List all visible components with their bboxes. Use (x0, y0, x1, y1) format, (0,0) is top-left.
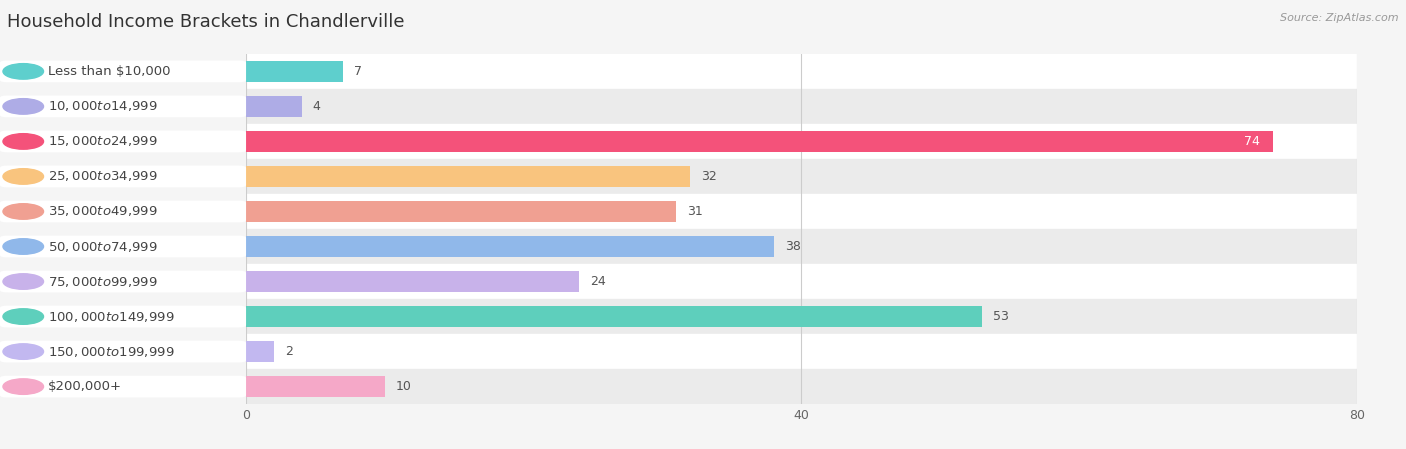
Bar (246, 124, 1357, 159)
Bar (246, 194, 1357, 229)
Bar (246, 54, 1357, 89)
Bar (246, 201, 676, 222)
Text: Source: ZipAtlas.com: Source: ZipAtlas.com (1281, 13, 1399, 23)
Bar (246, 299, 1357, 334)
Text: 10: 10 (396, 380, 412, 393)
Text: 53: 53 (993, 310, 1010, 323)
Text: $25,000 to $34,999: $25,000 to $34,999 (48, 169, 157, 184)
Text: $50,000 to $74,999: $50,000 to $74,999 (48, 239, 157, 254)
Text: $100,000 to $149,999: $100,000 to $149,999 (48, 309, 174, 324)
Bar (246, 306, 981, 327)
Bar (246, 89, 1357, 124)
Bar (246, 369, 1357, 404)
Text: 4: 4 (312, 100, 321, 113)
Bar (246, 96, 301, 117)
Bar (246, 334, 1357, 369)
Text: 32: 32 (702, 170, 717, 183)
Text: Less than $10,000: Less than $10,000 (48, 65, 170, 78)
Bar (246, 166, 690, 187)
Text: 7: 7 (354, 65, 363, 78)
Bar (246, 264, 1357, 299)
Text: 74: 74 (1244, 135, 1260, 148)
Bar (246, 341, 274, 362)
Bar (246, 236, 773, 257)
Text: $200,000+: $200,000+ (48, 380, 121, 393)
Bar (246, 131, 1274, 152)
Text: $75,000 to $99,999: $75,000 to $99,999 (48, 274, 157, 289)
Text: $35,000 to $49,999: $35,000 to $49,999 (48, 204, 157, 219)
Bar (246, 376, 385, 397)
Text: $150,000 to $199,999: $150,000 to $199,999 (48, 344, 174, 359)
Text: 24: 24 (591, 275, 606, 288)
Text: 2: 2 (285, 345, 292, 358)
Text: $10,000 to $14,999: $10,000 to $14,999 (48, 99, 157, 114)
Bar (246, 229, 1357, 264)
Text: $15,000 to $24,999: $15,000 to $24,999 (48, 134, 157, 149)
Text: 38: 38 (785, 240, 800, 253)
Bar (246, 271, 579, 292)
Text: Household Income Brackets in Chandlerville: Household Income Brackets in Chandlervil… (7, 13, 405, 31)
Text: 31: 31 (688, 205, 703, 218)
Bar (246, 61, 343, 82)
Bar (246, 159, 1357, 194)
